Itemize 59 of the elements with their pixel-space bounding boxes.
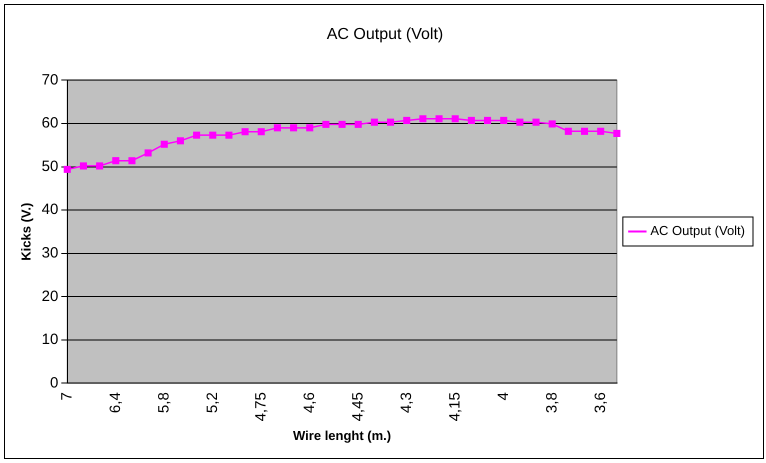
point (370, 118, 378, 126)
point (484, 116, 492, 124)
x-tick-label: 4 (494, 392, 512, 401)
point (436, 115, 443, 122)
point (274, 124, 281, 132)
x-tick-label: 4,6 (300, 392, 318, 414)
y-tick-label: 10 (42, 331, 58, 348)
legend-label: AC Output (Volt) (650, 223, 746, 238)
point (580, 128, 588, 135)
point (564, 128, 572, 135)
point (468, 116, 475, 124)
point (96, 162, 104, 170)
point (387, 118, 394, 126)
point (193, 132, 200, 139)
y-tick-label: 40 (42, 201, 58, 218)
point (322, 120, 330, 128)
point (242, 128, 249, 136)
y-tick-label: 70 (42, 71, 58, 88)
y-tick-label: 60 (42, 114, 58, 132)
point (338, 120, 346, 128)
point (403, 116, 410, 124)
x-tick-label: 3,6 (592, 392, 609, 414)
x-tick-label: 5,2 (204, 392, 221, 414)
x-tick-label: 4,45 (349, 392, 366, 422)
y-tick-label: 50 (42, 158, 58, 175)
point (225, 132, 232, 139)
x-axis-title: Wire lenght (m.) (293, 428, 392, 443)
point (597, 128, 604, 135)
x-tick-label: 4,15 (446, 392, 464, 422)
point (290, 124, 298, 132)
x-tick-label: 5,8 (155, 392, 172, 414)
x-tick-label: 3,8 (543, 392, 560, 414)
point (532, 118, 540, 126)
point (80, 162, 87, 170)
point (176, 137, 184, 144)
point (354, 120, 362, 128)
chart-title: AC Output (Volt) (326, 26, 444, 44)
point (548, 120, 556, 128)
point (64, 166, 71, 173)
x-tick-label: 4,3 (398, 392, 415, 414)
point (258, 128, 265, 136)
y-tick-label: 0 (50, 374, 58, 392)
point (306, 124, 314, 132)
point (112, 157, 120, 164)
x-tick-label: 6,4 (106, 392, 124, 414)
x-tick-label: 4,75 (252, 392, 270, 422)
point (160, 140, 168, 148)
point (613, 130, 620, 137)
point (516, 118, 524, 126)
point (128, 157, 136, 164)
y-tick-label: 20 (42, 288, 58, 305)
point (209, 132, 216, 139)
point (452, 115, 459, 122)
point (419, 115, 426, 122)
point (500, 116, 508, 124)
x-tick-label: 7 (58, 392, 76, 401)
point (144, 149, 152, 156)
y-axis-title: Kicks (V.) (18, 202, 34, 261)
y-tick-label: 30 (42, 244, 58, 262)
